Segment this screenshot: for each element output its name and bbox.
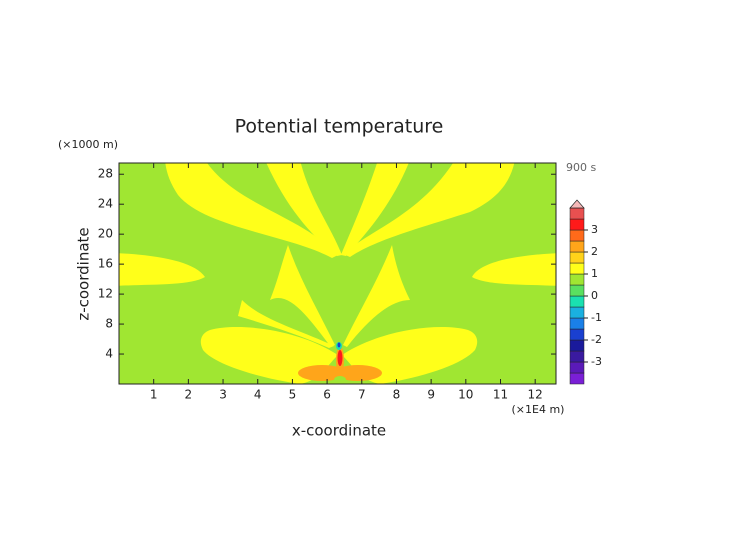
x-tick-label: 8 <box>393 388 401 402</box>
colorbar-box <box>569 251 585 264</box>
colorbar-box <box>569 273 585 286</box>
time-label: 900 s <box>566 161 596 174</box>
colorbar-box <box>569 207 585 220</box>
colorbar-tick-label: 0 <box>591 289 598 302</box>
colorbar-tick-label: 3 <box>591 223 598 236</box>
x-tick-label: 11 <box>493 388 508 402</box>
colorbar-box <box>569 328 585 341</box>
colorbar-tick-label: 2 <box>591 245 598 258</box>
colorbar-box <box>569 306 585 319</box>
colorbar-box <box>569 262 585 275</box>
x-tick-label: 9 <box>427 388 435 402</box>
y-tick-label: 12 <box>98 287 113 301</box>
colorbar-box <box>569 372 585 385</box>
y-tick-label: 16 <box>98 257 113 271</box>
y-tick-label: 24 <box>98 197 113 211</box>
y-tick-label: 4 <box>105 347 113 361</box>
colorbar-tick-label: -3 <box>591 355 602 368</box>
colorbar-tick-label: -1 <box>591 311 602 324</box>
x-tick-label: 5 <box>289 388 297 402</box>
center-anomaly <box>298 342 382 384</box>
contour-field <box>119 163 556 384</box>
colorbar-box <box>569 218 585 231</box>
chart-title: Potential temperature <box>235 116 444 138</box>
colorbar-tick-label: 1 <box>591 267 598 280</box>
x-tick-label: 2 <box>185 388 193 402</box>
colorbar-extend <box>569 199 585 209</box>
y-axis-label: z-coordinate <box>75 227 93 320</box>
y-tick-label: 20 <box>98 227 113 241</box>
colorbar-tick-label: -2 <box>591 333 602 346</box>
colorbar-box <box>569 339 585 352</box>
x-axis-label: x-coordinate <box>292 422 386 440</box>
y-unit: (×1000 m) <box>58 138 118 151</box>
colorbar-box <box>569 284 585 297</box>
colorbar-box <box>569 350 585 363</box>
plot-frame <box>118 162 557 385</box>
x-tick-label: 1 <box>150 388 158 402</box>
y-tick-label: 28 <box>98 167 113 181</box>
x-tick-label: 7 <box>358 388 366 402</box>
x-tick-label: 12 <box>528 388 543 402</box>
colorbar-box <box>569 229 585 242</box>
x-tick-label: 4 <box>254 388 262 402</box>
x-tick-label: 10 <box>458 388 473 402</box>
x-unit: (×1E4 m) <box>512 403 565 416</box>
colorbar-box <box>569 240 585 253</box>
x-tick-label: 3 <box>219 388 227 402</box>
colorbar-box <box>569 295 585 308</box>
y-tick-label: 8 <box>105 317 113 331</box>
colorbar-box <box>569 361 585 374</box>
x-tick-label: 6 <box>323 388 331 402</box>
colorbar-box <box>569 317 585 330</box>
